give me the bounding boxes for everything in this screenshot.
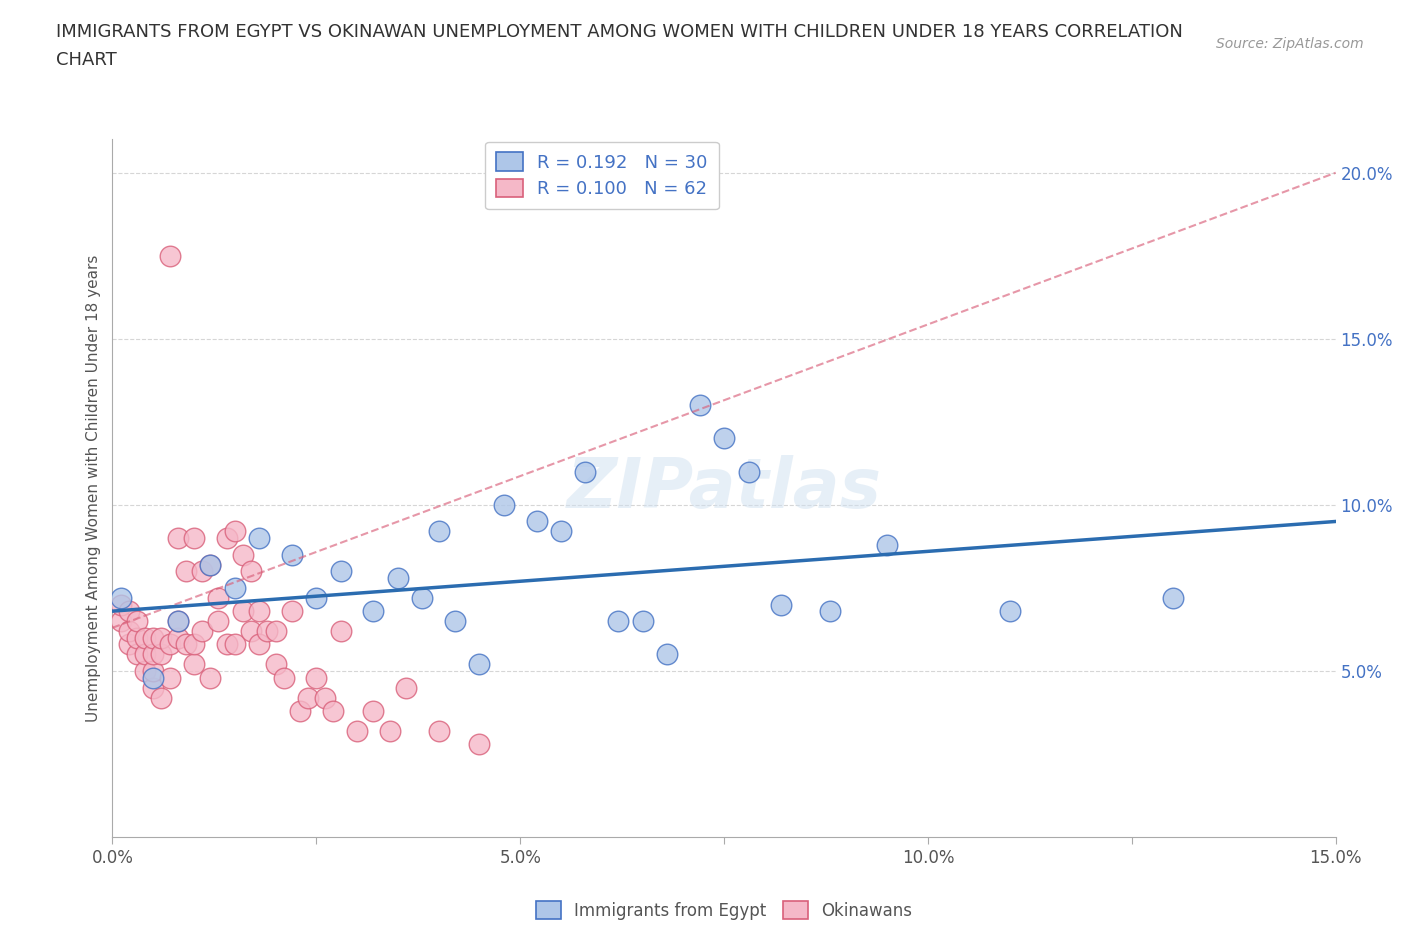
Point [191,564,214,578]
Point [363,604,385,618]
Point [166,614,188,629]
Point [215,637,238,652]
Point [411,591,433,605]
Point [305,671,328,685]
Point [468,657,491,671]
Point [118,637,141,652]
Point [166,614,188,629]
Point [125,614,148,629]
Point [125,631,148,645]
Point [224,637,246,652]
Point [998,604,1021,618]
Point [200,557,222,572]
Point [1161,591,1184,605]
Point [387,570,409,585]
Point [713,431,735,445]
Point [142,680,165,695]
Point [264,624,287,639]
Point [240,564,263,578]
Point [118,624,141,639]
Point [273,671,295,685]
Point [191,624,214,639]
Point [159,637,181,652]
Point [183,637,205,652]
Point [134,631,156,645]
Point [232,547,254,562]
Point [207,591,229,605]
Point [224,524,246,538]
Point [492,498,515,512]
Point [142,671,165,685]
Point [363,703,385,718]
Point [247,604,270,618]
Point [395,680,418,695]
Point [174,637,197,652]
Point [281,604,304,618]
Point [655,647,678,662]
Point [427,524,450,538]
Point [200,557,222,572]
Point [574,464,596,479]
Point [183,531,205,546]
Point [159,671,181,685]
Point [142,631,165,645]
Legend: Immigrants from Egypt, Okinawans: Immigrants from Egypt, Okinawans [529,895,920,926]
Point [427,724,450,738]
Point [207,614,229,629]
Point [200,671,222,685]
Point [444,614,467,629]
Point [166,531,188,546]
Point [174,564,197,578]
Point [314,690,336,705]
Point [150,647,173,662]
Point [142,663,165,678]
Point [329,564,352,578]
Point [818,604,841,618]
Point [631,614,654,629]
Point [264,657,287,671]
Point [550,524,572,538]
Point [118,604,141,618]
Text: Source: ZipAtlas.com: Source: ZipAtlas.com [1216,37,1364,51]
Text: IMMIGRANTS FROM EGYPT VS OKINAWAN UNEMPLOYMENT AMONG WOMEN WITH CHILDREN UNDER 1: IMMIGRANTS FROM EGYPT VS OKINAWAN UNEMPL… [56,23,1182,41]
Point [329,624,352,639]
Point [526,514,548,529]
Point [737,464,759,479]
Point [125,647,148,662]
Point [305,591,328,605]
Point [247,637,270,652]
Point [322,703,344,718]
Point [689,398,711,413]
Point [247,531,270,546]
Point [607,614,630,629]
Point [297,690,319,705]
Y-axis label: Unemployment Among Women with Children Under 18 years: Unemployment Among Women with Children U… [86,255,101,722]
Point [346,724,368,738]
Point [232,604,254,618]
Point [159,248,181,263]
Text: CHART: CHART [56,51,117,69]
Point [110,614,132,629]
Point [183,657,205,671]
Point [110,591,132,605]
Point [468,737,491,751]
Point [150,631,173,645]
Text: ZIPatlas: ZIPatlas [567,455,882,522]
Point [215,531,238,546]
Point [110,597,132,612]
Point [770,597,793,612]
Point [134,663,156,678]
Point [134,647,156,662]
Point [224,580,246,595]
Point [166,631,188,645]
Point [876,538,898,552]
Point [240,624,263,639]
Point [142,647,165,662]
Point [288,703,311,718]
Point [378,724,401,738]
Point [281,547,304,562]
Point [256,624,278,639]
Point [150,690,173,705]
